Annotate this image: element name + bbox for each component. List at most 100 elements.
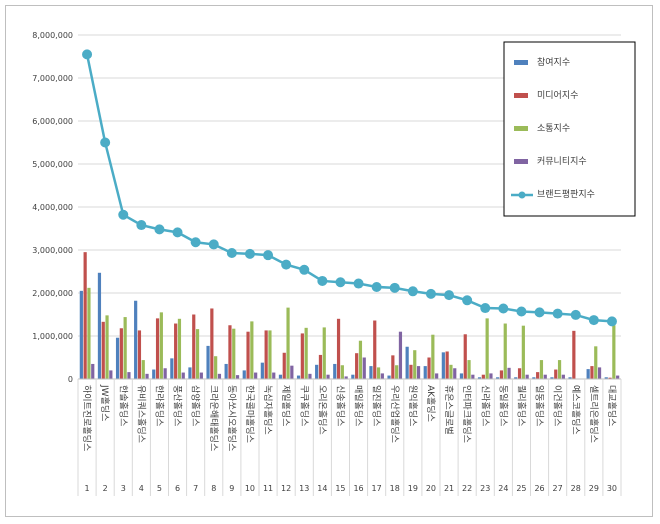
y-tick-label: 8,000,000: [32, 31, 73, 40]
category-label: 동아쏘시오홀딩스: [226, 385, 238, 451]
line-point: [281, 259, 292, 270]
category-label: 일진홀딩스: [371, 385, 383, 426]
bar: [79, 290, 83, 379]
bar: [217, 373, 222, 379]
bar: [489, 373, 493, 379]
y-axis: 0 1,000,000 2,000,000 3,000,000 4,000,000 5,0…: [32, 31, 73, 384]
bar: [376, 367, 381, 379]
bar: [387, 375, 391, 379]
category-label: 휴온스글로벌: [443, 385, 454, 435]
bar: [304, 327, 308, 379]
category-label: 대교홀딩스: [606, 385, 618, 426]
rank-label: 20: [426, 484, 436, 493]
legend-marker: [518, 191, 526, 199]
bar: [290, 365, 294, 379]
bar: [315, 364, 319, 379]
line-point: [244, 248, 255, 259]
bar: [264, 330, 268, 379]
bar: [145, 373, 149, 379]
bar: [170, 358, 174, 379]
bar: [554, 369, 558, 379]
line-series: [82, 49, 617, 327]
category-label: AK홀딩스: [425, 385, 437, 422]
bar: [514, 377, 518, 379]
line-point: [82, 49, 93, 60]
x-axis: 하이트진로홀딩스 1 JW홀딩스 2 한솔홀딩스 3 유비쿼스홀딩스 4 한라홀딩스 5 풍산홀딩스…: [77, 378, 622, 496]
bar: [477, 377, 482, 379]
rank-label: 15: [335, 484, 345, 493]
line-point: [353, 278, 364, 289]
rank-label: 18: [390, 484, 400, 493]
bar: [141, 360, 145, 379]
legend-label: 브랜드평판지수: [537, 189, 595, 200]
bar: [369, 366, 373, 379]
bar: [296, 375, 301, 379]
line-point: [136, 220, 147, 231]
bar: [521, 325, 525, 379]
line-point: [462, 295, 473, 306]
category-label: 퀄리홀딩스: [515, 385, 527, 426]
rank-label: 16: [353, 484, 363, 493]
y-tick-label: 4,000,000: [32, 203, 73, 212]
bar: [336, 318, 341, 379]
bar: [398, 331, 403, 379]
legend-label: 소통지수: [537, 123, 570, 134]
rank-label: 17: [372, 484, 382, 493]
bar: [91, 363, 95, 379]
bar: [355, 353, 359, 379]
rank-label: 25: [516, 484, 526, 493]
bar: [507, 367, 511, 379]
bar: [561, 374, 565, 379]
bar: [308, 373, 312, 379]
bar-series: [79, 252, 620, 379]
rank-label: 23: [480, 484, 490, 493]
rank-label: 7: [193, 484, 198, 493]
y-tick-label: 3,000,000: [32, 246, 73, 255]
y-tick-label: 5,000,000: [32, 160, 73, 169]
bar: [608, 377, 612, 379]
bar: [391, 355, 395, 379]
rank-label: 2: [103, 484, 108, 493]
rank-label: 12: [281, 484, 291, 493]
bar: [612, 325, 616, 379]
bar: [536, 372, 540, 379]
rank-label: 28: [571, 484, 581, 493]
legend-swatch: [514, 60, 528, 65]
bar: [416, 366, 421, 379]
bar: [373, 320, 377, 379]
rank-label: 26: [534, 484, 544, 493]
rank-label: 22: [462, 484, 472, 493]
bar: [597, 367, 602, 379]
bar: [326, 374, 330, 379]
bar: [539, 360, 544, 379]
gridlines: [78, 34, 621, 380]
line-point: [606, 316, 617, 327]
bar: [467, 360, 471, 379]
bar: [137, 330, 142, 379]
bar: [192, 314, 196, 379]
rank-label: 24: [498, 484, 508, 493]
category-label: 제일홀딩스: [280, 385, 292, 426]
line-point: [100, 137, 111, 148]
line-point: [317, 275, 328, 286]
bar: [163, 368, 167, 379]
line-point: [118, 209, 129, 220]
bar: [503, 323, 507, 379]
rank-label: 1: [85, 484, 90, 493]
bar: [395, 365, 399, 379]
bar: [358, 340, 363, 379]
legend-swatch: [514, 126, 528, 131]
bar: [449, 364, 453, 379]
line-point: [588, 315, 599, 326]
rank-label: 8: [211, 484, 216, 493]
bar: [496, 377, 500, 379]
bar: [409, 364, 413, 379]
bar: [181, 372, 185, 379]
bar: [210, 308, 214, 379]
category-label: 원익홀딩스: [407, 385, 419, 426]
bar: [272, 372, 276, 379]
bar: [344, 376, 348, 379]
bar: [557, 360, 562, 379]
bar: [278, 374, 283, 379]
